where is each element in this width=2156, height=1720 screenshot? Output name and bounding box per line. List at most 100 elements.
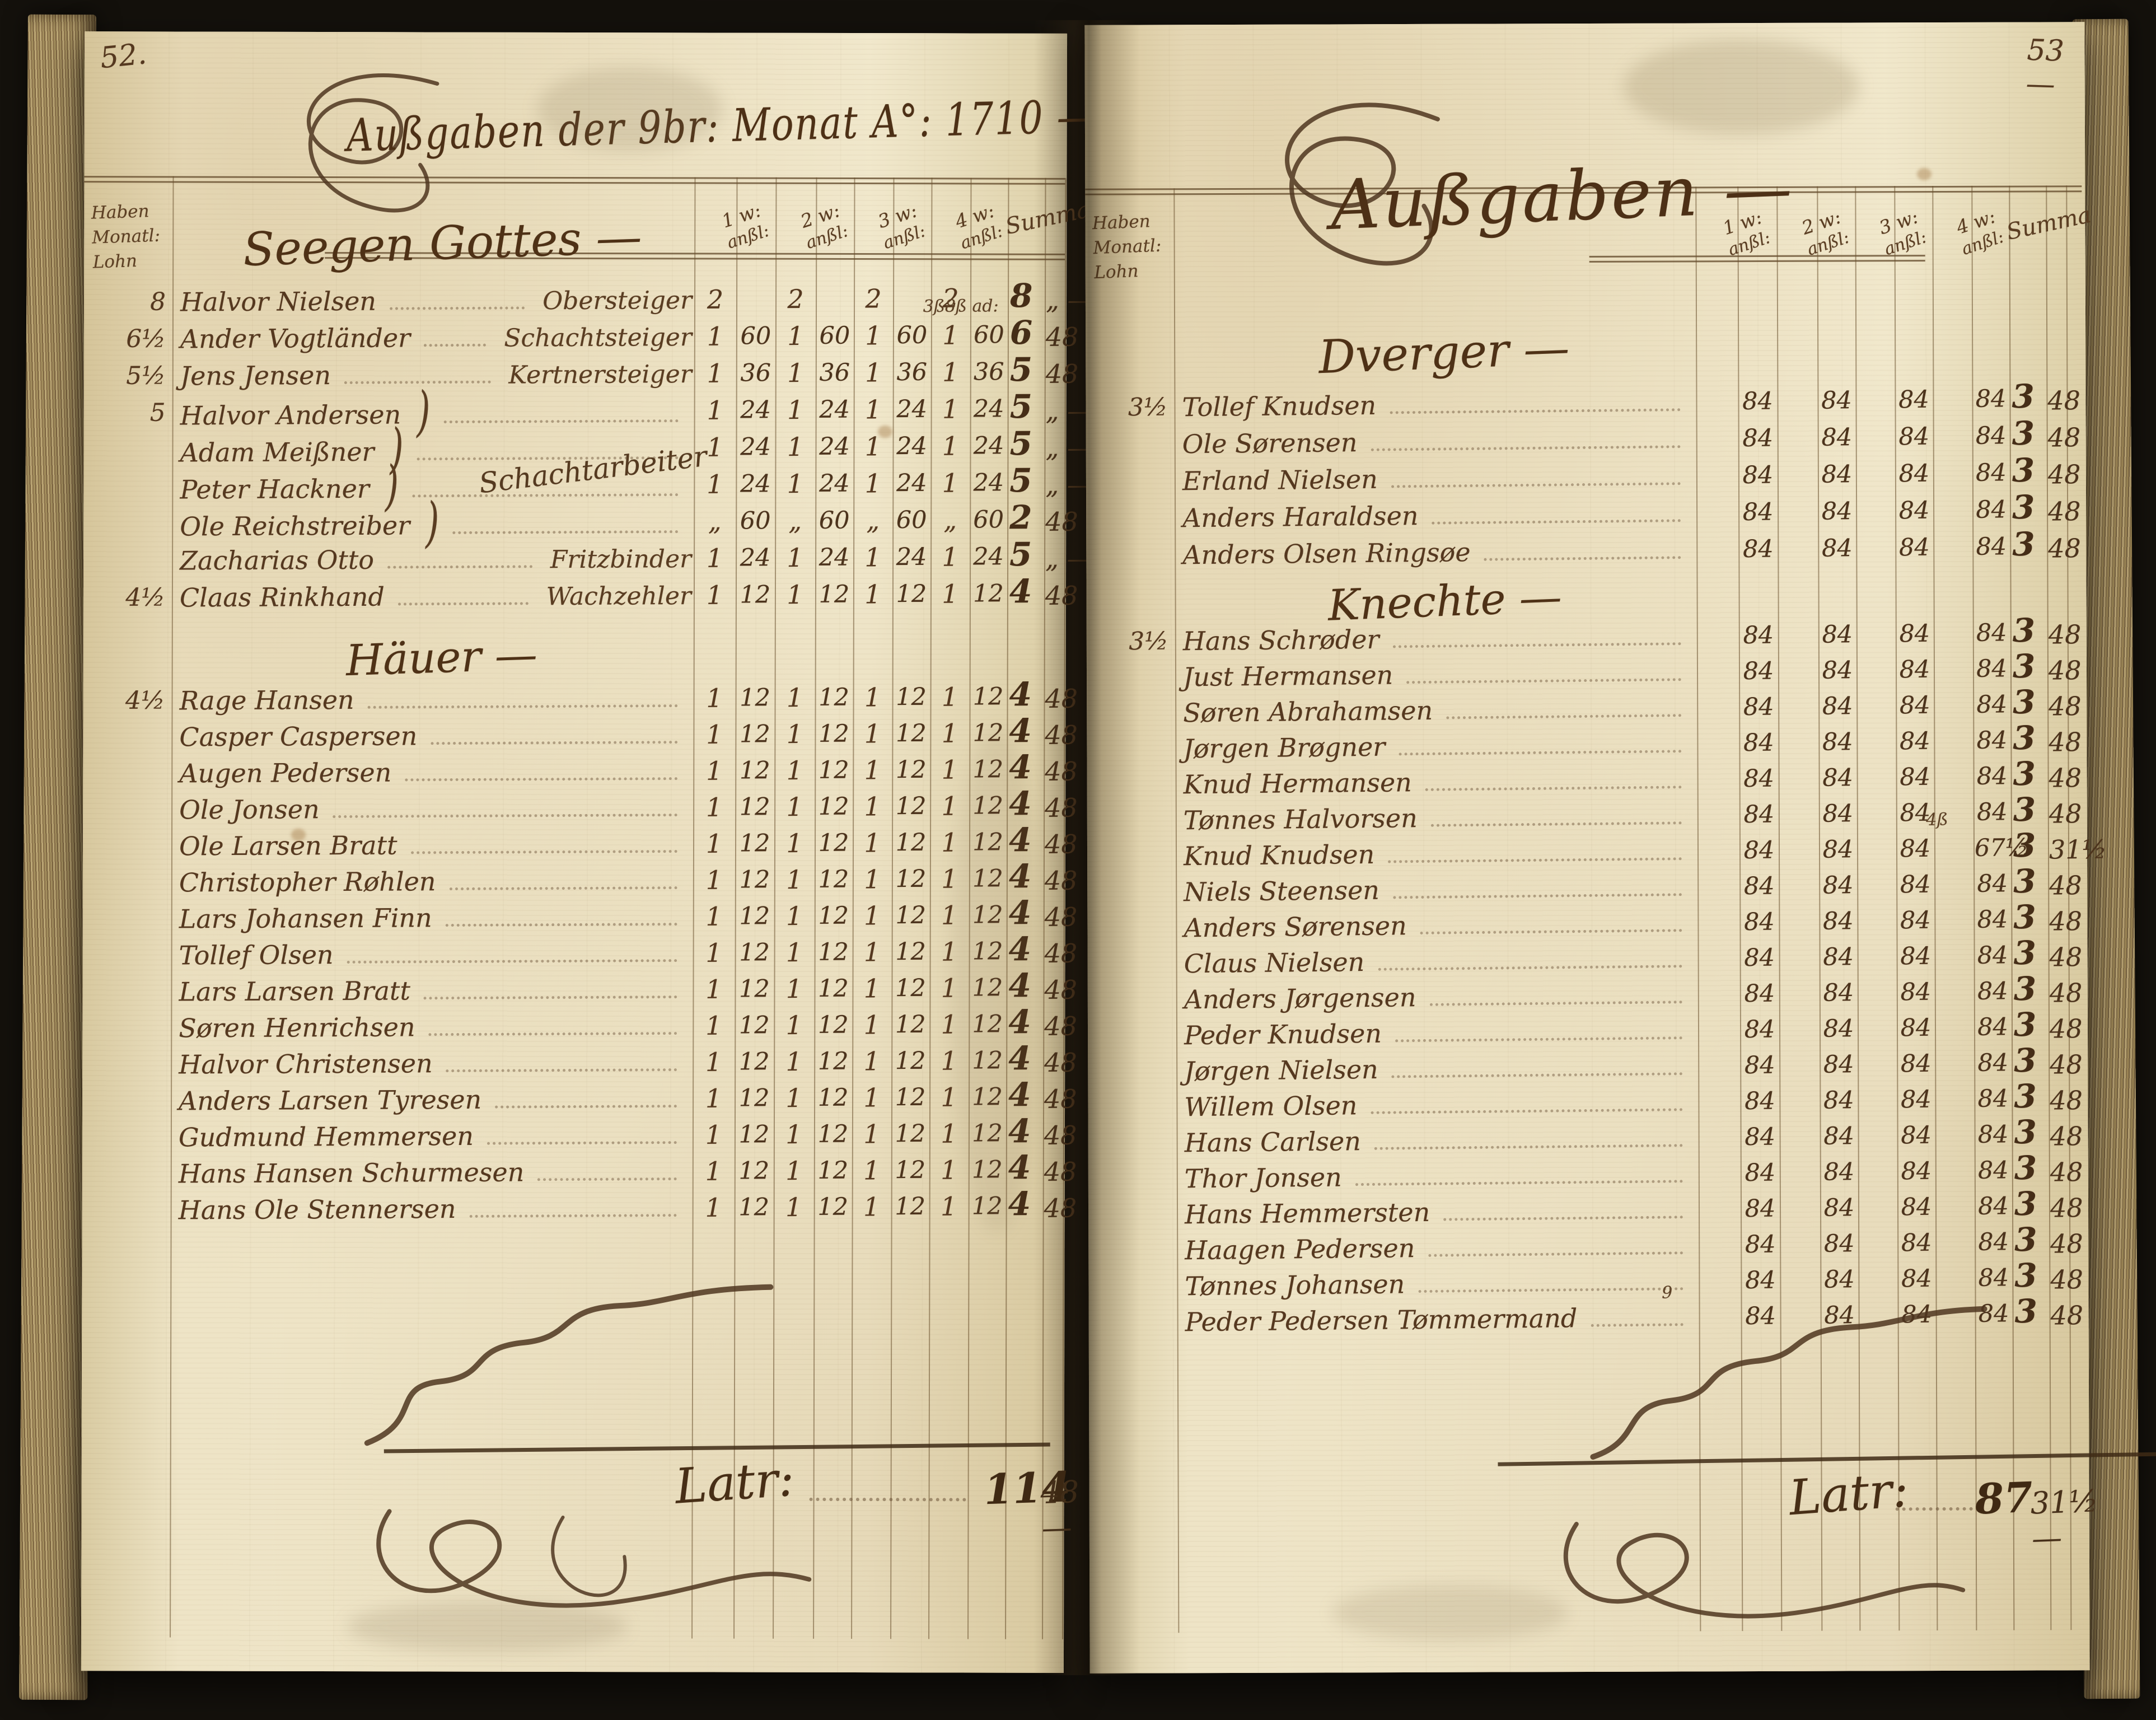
week4-rdl: 1 — [942, 578, 958, 609]
week4-sk: 24 — [973, 432, 1004, 460]
week1-rdl: 1 — [705, 828, 723, 859]
week1-rdl: 1 — [707, 432, 723, 462]
worker-name: Claas Rinkhand — [179, 581, 385, 613]
ledger-row: 5 Halvor Andersen) 1 24 1 24 1 24 1 24 5 „ — — [84, 380, 1093, 443]
summa-rdl: 3 — [2014, 1148, 2037, 1188]
summa-rdl: 3 — [2012, 451, 2035, 490]
name-line: Hans Carlsen — [1184, 1121, 1696, 1161]
summa-rdl: 4 — [1008, 1075, 1031, 1114]
week1-rdl: 1 — [707, 469, 723, 499]
week1-rdl: 1 — [707, 395, 723, 426]
week1-sk: 84 — [1743, 836, 1775, 865]
week2-rdl: 1 — [785, 900, 803, 932]
summa-rdl: 3 — [2012, 683, 2036, 722]
group-bracket: ) — [425, 490, 439, 554]
week3-sk: 84 — [1899, 763, 1931, 792]
name-line: Haagen Pedersen — [1185, 1228, 1697, 1268]
worker-name: Ole Sørensen — [1182, 427, 1358, 460]
worker-name: Knud Knudsen — [1183, 839, 1375, 872]
week1-sk: 24 — [740, 433, 771, 461]
week1-sk: 84 — [1745, 1158, 1776, 1188]
dotted-leader — [1391, 1072, 1683, 1078]
name-line: Anders Olsen Ringsøe — [1182, 533, 1695, 573]
week3-rdl: 1 — [863, 900, 881, 931]
week2-sk: 84 — [1823, 1265, 1855, 1294]
week1-sk: 84 — [1744, 979, 1775, 1008]
name-line: Gudmund Hemmersen — [179, 1118, 690, 1155]
week3-sk: 84 — [1898, 533, 1930, 562]
week1-rdl: 1 — [705, 864, 723, 895]
worker-name: Peder Knudsen — [1184, 1018, 1382, 1051]
dotted-leader — [452, 530, 679, 535]
week1-sk: 12 — [738, 1084, 770, 1113]
week3-sk: 12 — [895, 1119, 926, 1148]
week2-sk: 12 — [817, 1011, 849, 1039]
dotted-leader — [449, 886, 677, 891]
summa-sk: 48 — [2050, 1157, 2083, 1188]
title-flourish-right — [1285, 102, 1440, 266]
name-line: Ole Reichstreiber) — [180, 490, 691, 554]
week1-sk: 12 — [739, 720, 770, 749]
summa-rdl: 5 — [1009, 424, 1033, 463]
week4-rdl: 1 — [942, 320, 959, 350]
week2-rdl: 1 — [787, 394, 804, 426]
week1-sk: 84 — [1743, 621, 1774, 650]
week4-rdl: 1 — [942, 431, 959, 461]
week1-rdl: 1 — [706, 755, 723, 786]
week1-rdl: 1 — [705, 1010, 722, 1041]
summa-rdl: 6 — [1009, 314, 1033, 352]
worker-name: Ole Larsen Bratt — [179, 830, 397, 862]
summa-rdl: 4 — [1009, 675, 1032, 714]
worker-name: Just Hermansen — [1182, 660, 1393, 693]
week4-rdl: 1 — [942, 357, 959, 387]
dotted-leader — [445, 923, 677, 927]
name-line: Hans Hansen Schurmesen — [179, 1155, 690, 1191]
total-swash-right — [1563, 1522, 1966, 1619]
week3-rdl: 2 — [865, 283, 882, 314]
week3-sk: 12 — [895, 719, 927, 748]
ledger-row: 4½ Rage Hansen 1 12 1 12 1 12 1 12 4 48 — [83, 675, 1078, 719]
dotted-leader — [405, 777, 678, 782]
week3-sk: 60 — [896, 506, 927, 535]
week3-sk: 12 — [896, 579, 927, 609]
dotted-leader — [1393, 893, 1682, 899]
week3-rdl: 1 — [864, 791, 881, 822]
worker-name: Hans Hemmersten — [1184, 1196, 1430, 1230]
total-dotted-leader — [809, 1497, 966, 1502]
week3-rdl: 1 — [864, 755, 881, 786]
dotted-leader — [417, 456, 679, 461]
week4-sk: 84 — [1977, 905, 2008, 934]
week3-rdl: 1 — [863, 1046, 880, 1077]
ledger-row: Hans Hansen Schurmesen 1 12 1 12 1 12 1 12 4 48 — [82, 1148, 1077, 1193]
week3-sk: 84 — [1899, 655, 1930, 684]
week4-rdl: 1 — [941, 754, 958, 785]
week2-sk: 84 — [1822, 907, 1854, 936]
occupation-label: Schachtsteiger — [504, 322, 693, 353]
week1-sk: 84 — [1743, 657, 1774, 686]
worker-name: Jens Jensen — [180, 360, 331, 391]
worker-name: Jørgen Nielsen — [1184, 1054, 1378, 1087]
dotted-leader — [469, 1214, 677, 1218]
week4-rdl: 1 — [941, 936, 958, 967]
week2-sk: 84 — [1822, 728, 1854, 756]
summa-rdl: 3 — [2013, 933, 2037, 973]
ledger-row: Ole Jonsen 1 12 1 12 1 12 1 12 4 48 — [83, 784, 1078, 829]
week3-rdl: 1 — [864, 542, 881, 573]
name-line: Lars Larsen Bratt — [179, 973, 690, 1009]
week1-rdl: 1 — [706, 543, 723, 573]
summa-sk: 48 — [2048, 619, 2082, 650]
summa-rdl: 2 — [1009, 498, 1032, 537]
page-number-right: 53 — — [2025, 33, 2065, 102]
week1-rdl: 1 — [705, 1192, 722, 1223]
week4-sk: 36 — [973, 358, 1004, 386]
week2-rdl: 1 — [785, 1009, 803, 1041]
week4-sk: 12 — [972, 1046, 1003, 1075]
week4-sk: 84 — [1978, 1264, 2009, 1292]
week2-sk: 84 — [1823, 1194, 1855, 1222]
dotted-leader — [1425, 786, 1682, 791]
dotted-leader — [1428, 1251, 1683, 1257]
week3-sk: 12 — [895, 974, 926, 1003]
week4-rdl: 1 — [941, 973, 958, 1003]
week1-sk: 84 — [1745, 1266, 1776, 1295]
name-line: Zacharias Otto Fritzbinder — [180, 541, 691, 578]
